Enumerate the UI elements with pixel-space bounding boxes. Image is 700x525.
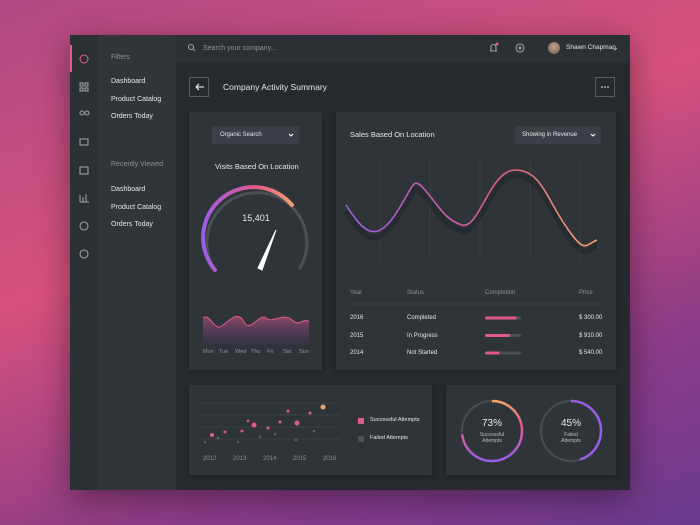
price-cell: $ 910.00 [579, 332, 603, 339]
year-label: 2012 [203, 456, 217, 462]
completion-bar [485, 351, 500, 355]
legend-label: Successful Attempts [370, 417, 420, 423]
recent-link[interactable]: Orders Today [111, 221, 153, 228]
day-label: Sat [283, 349, 292, 355]
column-header: Completion [485, 290, 516, 296]
year-label: 2014 [263, 456, 277, 462]
ring-value: 73% [481, 418, 502, 429]
ring-progress [460, 399, 524, 463]
revenue-dropdown[interactable] [515, 126, 601, 144]
year-cell: 2014 [350, 350, 364, 356]
year-label: 2016 [323, 456, 337, 462]
completion-bar [485, 334, 511, 337]
dropdown-label[interactable]: Showing in Revenue [522, 132, 578, 138]
price-cell: $ 540.00 [579, 350, 603, 356]
day-label: Wed [235, 349, 247, 355]
gauge [201, 185, 309, 272]
icon-strip [70, 35, 98, 490]
filters-title: Filters [111, 54, 131, 61]
filter-link[interactable]: Product Catalog [111, 95, 162, 103]
rings-card [446, 385, 616, 475]
day-label: Sun [299, 349, 309, 355]
filter-link[interactable]: Orders Today [111, 113, 153, 120]
recent-title: Recently Viewed [111, 161, 164, 168]
status-cell: Completed [407, 315, 437, 321]
completion-bar [485, 316, 517, 320]
day-label: Mon [203, 349, 214, 355]
status-cell: In Progress [407, 332, 438, 339]
visits-title: Visits Based On Location [215, 162, 299, 171]
column-header: Status [407, 290, 425, 296]
ring-value: 45% [560, 418, 581, 429]
legend-swatch [358, 436, 364, 442]
legend-label: Failed Attempts [370, 435, 408, 441]
year-cell: 2015 [350, 332, 364, 339]
day-label: Fri [267, 349, 274, 355]
price-cell: $ 300.00 [579, 315, 603, 321]
day-label: Tue [219, 349, 229, 355]
year-label: 2013 [233, 456, 247, 462]
sales-title: Sales Based On Location [350, 130, 435, 139]
more-button[interactable] [595, 77, 615, 97]
visits-area-chart [202, 315, 310, 345]
status-cell: Not Started [407, 350, 438, 356]
page-title: Company Activity Summary [223, 82, 327, 92]
year-cell: 2016 [350, 315, 364, 321]
column-header: Year [350, 290, 363, 296]
column-header: Price [579, 290, 593, 296]
attempts-card [189, 385, 432, 475]
ring-label: Successful Attempts [479, 432, 505, 444]
ring-label: Failed Attempts [561, 432, 581, 444]
gauge-value: 15,401 [242, 213, 270, 223]
filter-panel [98, 35, 176, 490]
filter-link[interactable]: Dashboard [111, 78, 146, 85]
day-label: Thu [251, 349, 261, 355]
recent-link[interactable]: Dashboard [111, 186, 146, 193]
user-name[interactable]: Shawn Chapman [566, 44, 616, 51]
icons [79, 43, 618, 259]
back-button[interactable] [189, 77, 209, 97]
sales-line-chart [343, 160, 599, 260]
avatar[interactable] [548, 42, 560, 54]
legend-swatch [358, 418, 364, 424]
search-input[interactable]: Search your company... [203, 45, 277, 52]
dropdown-label[interactable]: Organic Search [220, 132, 262, 138]
organic-dropdown[interactable] [212, 126, 299, 144]
year-label: 2015 [293, 456, 307, 462]
recent-link[interactable]: Product Catalog [111, 203, 162, 211]
scatter-chart [200, 402, 340, 444]
ring-progress [539, 399, 603, 463]
active-indicator [70, 45, 72, 72]
